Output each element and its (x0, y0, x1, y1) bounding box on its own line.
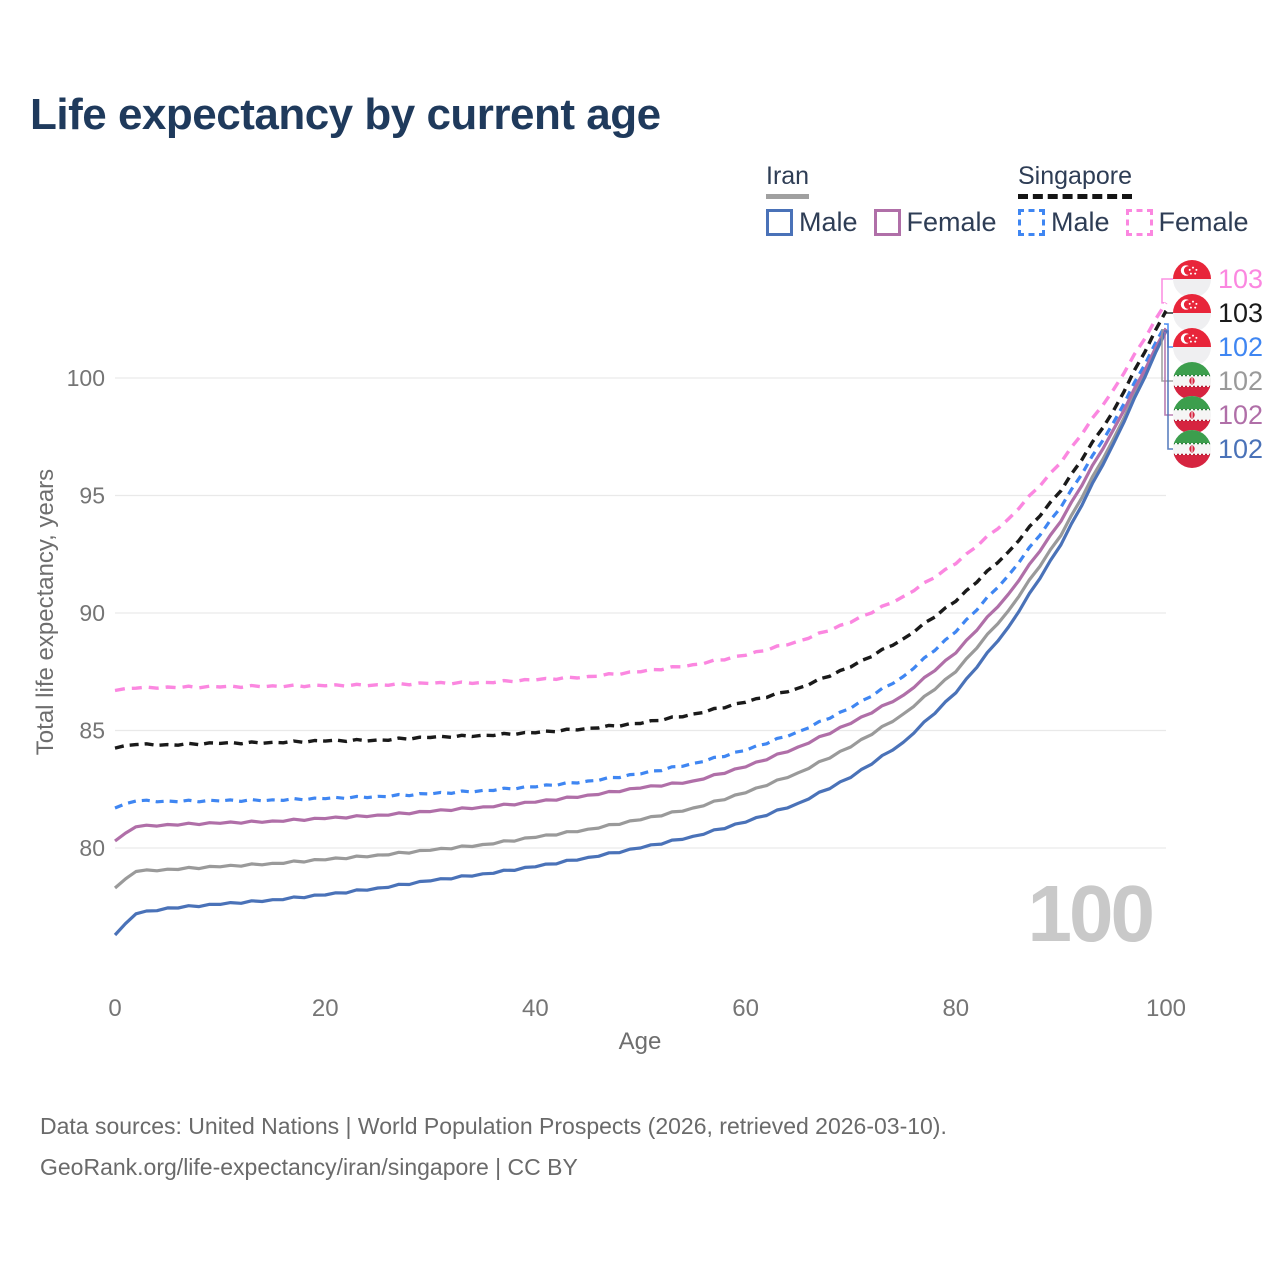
end-label-value: 102 (1218, 433, 1264, 464)
end-label-singapore-total: 103 (1173, 294, 1263, 332)
y-tick-85: 85 (79, 718, 105, 744)
end-label-value: 103 (1218, 297, 1264, 328)
singapore-flag-icon (1173, 328, 1211, 366)
page-title: Life expectancy by current age (30, 90, 661, 139)
connector-iran-male (1164, 330, 1173, 450)
age-watermark: 100 (1027, 869, 1155, 958)
legend-item-singapore-female[interactable]: Female (1125, 207, 1249, 238)
x-tick-40: 40 (522, 995, 549, 1022)
end-label-iran-total: 102 (1173, 362, 1263, 400)
legend-country-singapore[interactable]: Singapore (1018, 162, 1132, 199)
end-label-value: 102 (1218, 399, 1264, 430)
footer: Data sources: United Nations | World Pop… (40, 1106, 947, 1188)
singapore-flag-icon (1173, 260, 1211, 298)
legend-group-iran: Iran Male Female (766, 162, 997, 238)
end-label-value: 102 (1218, 331, 1264, 362)
connector-singapore-total (1164, 310, 1173, 314)
x-tick-0: 0 (108, 995, 121, 1022)
legend-item-iran-male[interactable]: Male (766, 207, 858, 238)
end-label-value: 102 (1218, 365, 1264, 396)
y-tick-80: 80 (79, 835, 105, 861)
legend-country-iran[interactable]: Iran (766, 162, 810, 199)
series-line-singapore-female[interactable] (114, 301, 1168, 693)
x-tick-80: 80 (942, 995, 969, 1022)
end-label-iran-female: 102 (1173, 396, 1263, 434)
iran-female-swatch-icon (873, 209, 901, 236)
footer-attribution-line: GeoRank.org/life-expectancy/iran/singapo… (40, 1154, 578, 1180)
x-tick-100: 100 (1146, 995, 1186, 1022)
legend-items-iran: Male Female (766, 207, 997, 238)
legend-group-singapore: Singapore Male Female (1018, 162, 1249, 238)
connector-iran-female (1164, 327, 1173, 416)
iran-flag-icon (1173, 362, 1211, 400)
end-label-singapore-female: 103 (1173, 260, 1263, 298)
series-line-iran-male[interactable] (113, 330, 1168, 937)
end-label-value: 103 (1218, 263, 1264, 294)
legend-item-singapore-male[interactable]: Male (1018, 207, 1110, 238)
y-tick-95: 95 (79, 483, 105, 509)
singapore-male-swatch-icon (1018, 209, 1045, 236)
legend-item-label: Male (1051, 207, 1110, 237)
end-label-singapore-male: 102 (1173, 328, 1263, 366)
iran-flag-icon (1173, 430, 1211, 468)
series-line-iran-total[interactable] (113, 329, 1168, 890)
legend-item-label: Male (799, 207, 858, 237)
singapore-female-swatch-icon (1125, 209, 1153, 236)
singapore-flag-icon (1173, 294, 1211, 332)
iran-flag-icon (1173, 396, 1211, 434)
series-line-iran-female[interactable] (114, 327, 1168, 843)
legend-item-iran-female[interactable]: Female (873, 207, 997, 238)
series-line-singapore-male[interactable] (114, 323, 1168, 810)
series-line-singapore-total[interactable] (114, 310, 1168, 750)
x-axis-title: Age (618, 1028, 662, 1055)
end-label-iran-male: 102 (1173, 430, 1263, 468)
x-tick-20: 20 (312, 995, 339, 1022)
y-tick-90: 90 (79, 600, 105, 626)
x-tick-60: 60 (732, 995, 759, 1022)
connector-singapore-female (1161, 278, 1173, 304)
legend-items-singapore: Male Female (1018, 207, 1249, 238)
y-tick-100: 100 (67, 365, 105, 391)
gridlines: 80 85 90 95 100 (67, 365, 1166, 861)
iran-male-swatch-icon (766, 209, 793, 236)
footer-sources-line: Data sources: United Nations | World Pop… (40, 1113, 947, 1139)
legend-item-label: Female (1158, 207, 1249, 237)
legend-item-label: Female (906, 207, 997, 237)
